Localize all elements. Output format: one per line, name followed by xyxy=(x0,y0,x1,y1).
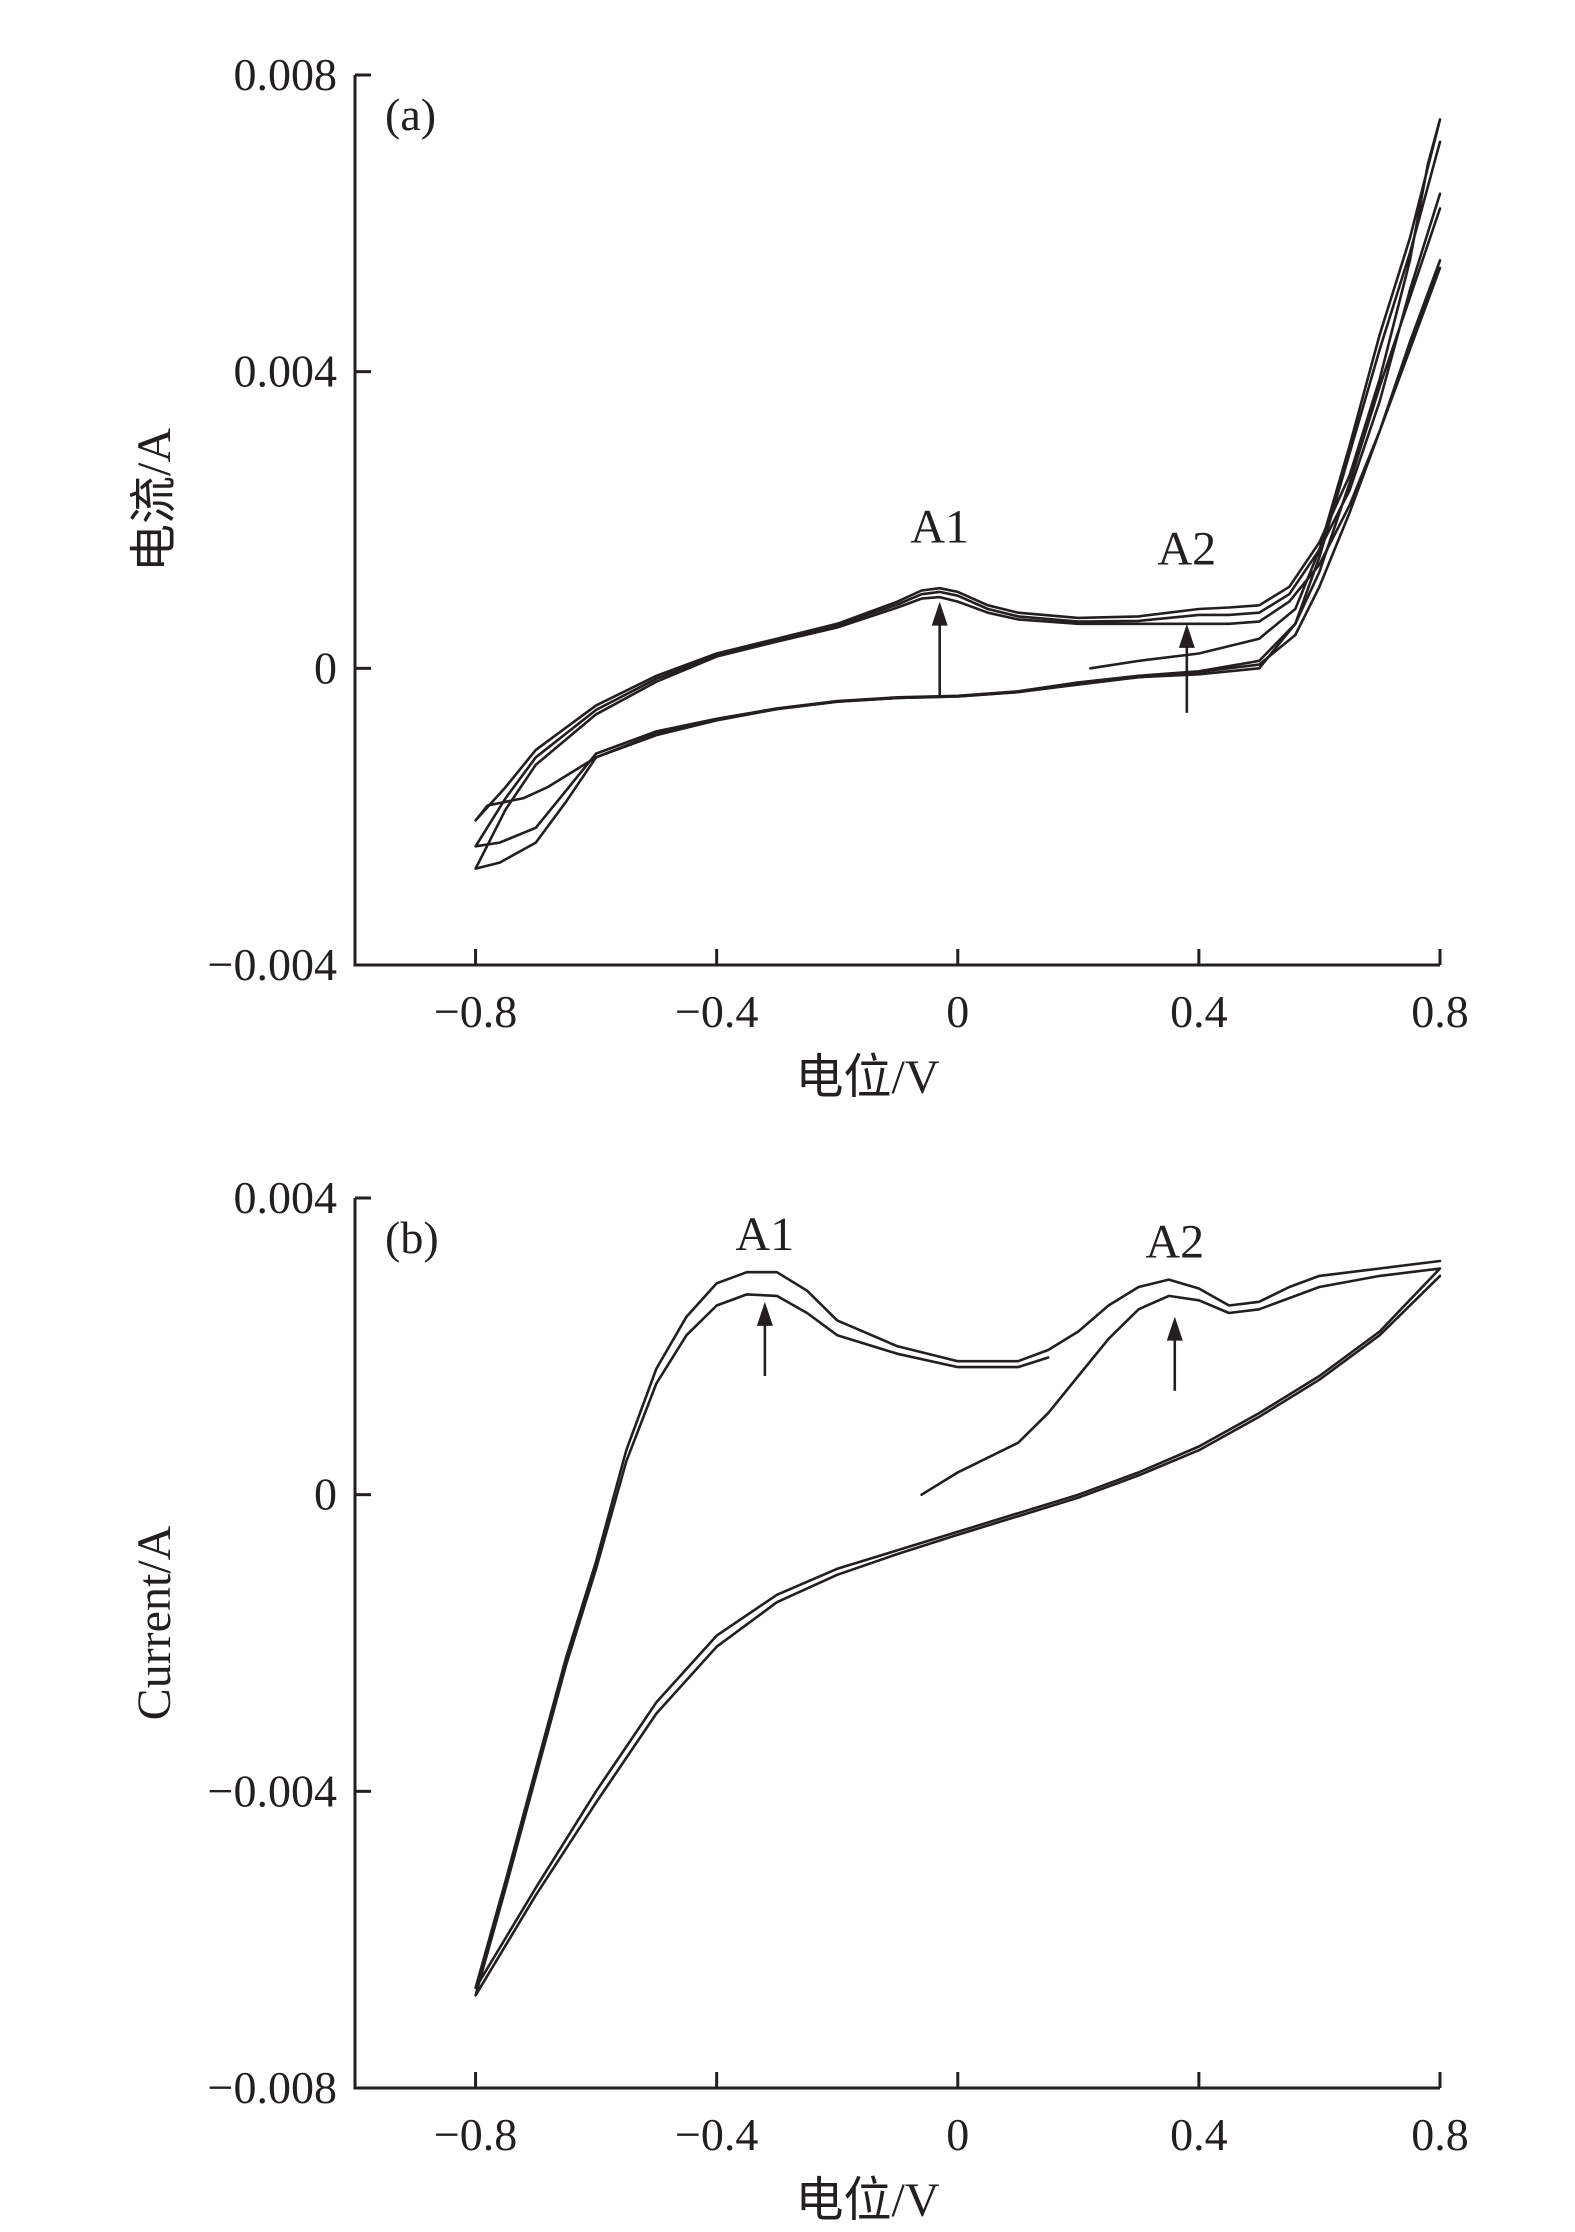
panel-a: −0.004 0 0.004 0.008 −0.8 −0.4 0 0.4 0.8 电位/V 电流/A… xyxy=(128,49,1469,1104)
arrow-head-icon xyxy=(1166,1316,1183,1341)
y-axis-label: Current/A xyxy=(128,1525,181,1720)
x-tick-label: 0 xyxy=(946,2109,969,2160)
panel-label: (b) xyxy=(385,1212,439,1263)
peak-label: A1 xyxy=(736,1208,795,1261)
cv-curve-3 xyxy=(474,259,1442,870)
cv-curve-1 xyxy=(474,1259,1442,1990)
y-tick-label: −0.004 xyxy=(208,939,337,990)
peak-label: A1 xyxy=(910,500,969,553)
axis-lines xyxy=(353,75,1440,967)
x-axis-label: 电位/V xyxy=(795,2174,939,2227)
y-tick-label: 0 xyxy=(314,1469,337,1520)
y-tick-label: 0.004 xyxy=(234,1172,338,1223)
x-tick-label: 0.4 xyxy=(1170,986,1228,1037)
cv-curve-2 xyxy=(474,1274,1442,1997)
x-tick-label: −0.8 xyxy=(434,2109,517,2160)
x-tick-label: 0.4 xyxy=(1170,2109,1228,2160)
cv-curve-1 xyxy=(474,118,1442,822)
y-tick-label: 0 xyxy=(314,642,337,693)
peak-label: A2 xyxy=(1157,523,1216,576)
peak-label: A2 xyxy=(1145,1215,1204,1268)
x-tick-label: −0.4 xyxy=(675,986,758,1037)
x-tick-label: 0.8 xyxy=(1411,2109,1469,2160)
panel-b: −0.008 −0.004 0 0.004 −0.8 −0.4 0 0.4 0.8 电位/V Cur… xyxy=(128,1172,1469,2227)
y-tick-label: −0.004 xyxy=(208,1765,337,1816)
x-tick-label: 0.8 xyxy=(1411,986,1469,1037)
arrow-head-icon xyxy=(1178,623,1195,648)
y-axis-label: 电流/A xyxy=(128,428,181,572)
axis-lines xyxy=(353,1198,1440,2090)
x-tick-label: −0.8 xyxy=(434,986,517,1037)
x-tick-label: −0.4 xyxy=(675,2109,758,2160)
arrow-head-icon xyxy=(931,601,948,626)
y-tick-label: 0.004 xyxy=(234,346,338,397)
y-tick-label: 0.008 xyxy=(234,49,338,100)
panel-label: (a) xyxy=(385,89,436,140)
arrow-head-icon xyxy=(756,1301,773,1326)
y-tick-label: −0.008 xyxy=(208,2062,337,2113)
x-tick-label: 0 xyxy=(946,986,969,1037)
x-axis-label: 电位/V xyxy=(795,1051,939,1104)
